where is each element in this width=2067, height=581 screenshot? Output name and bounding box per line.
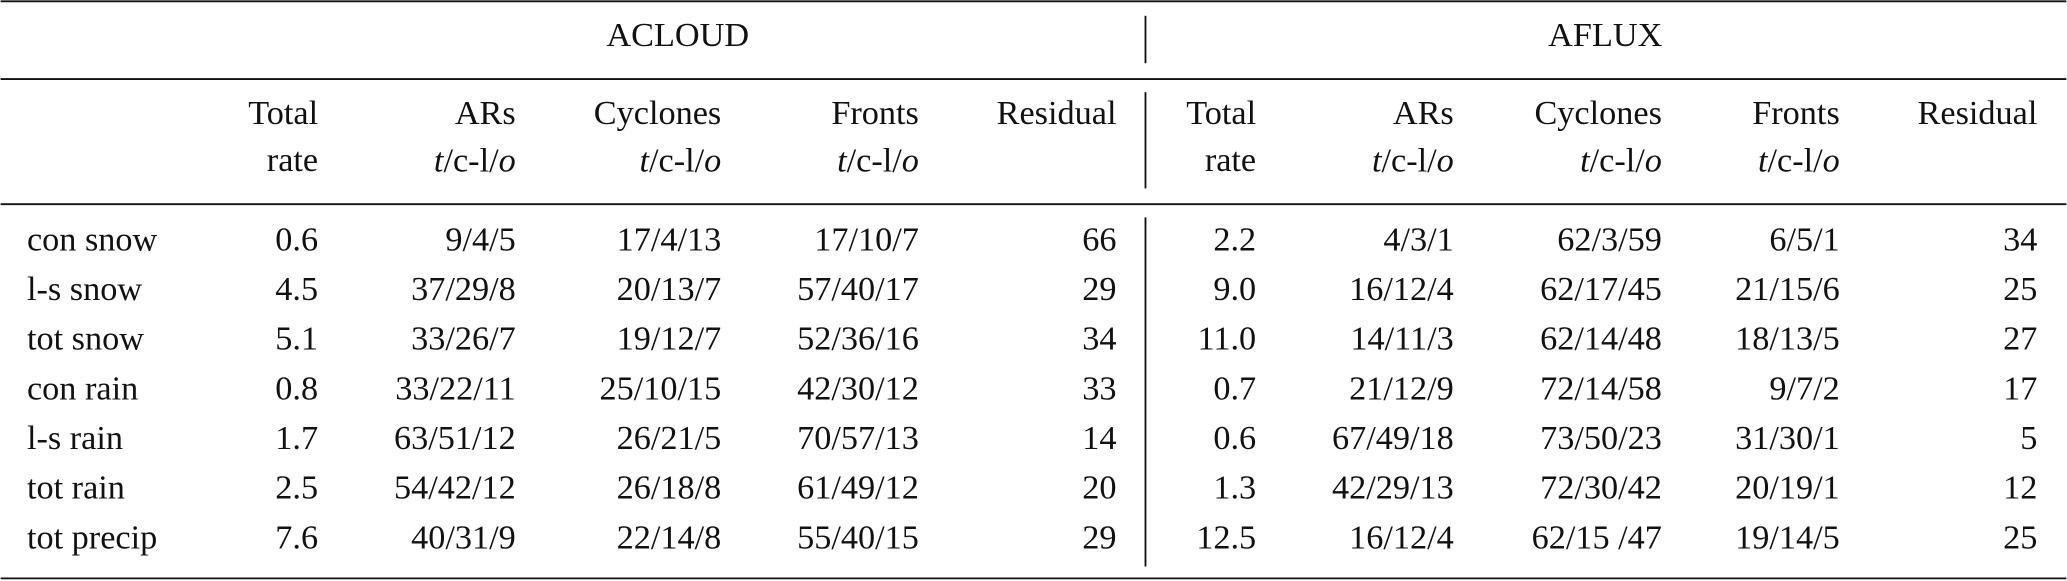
cell: 20/13/7	[617, 270, 722, 308]
cell: 21/15/6	[1735, 270, 1840, 308]
cell: 57/40/17	[797, 270, 919, 308]
cell: 33/22/11	[395, 369, 516, 407]
cell: 33	[1082, 369, 1116, 407]
column-header: Total	[248, 94, 318, 132]
cell: 27	[2003, 320, 2037, 358]
cell: 72/14/58	[1540, 369, 1662, 407]
column-header: Fronts	[831, 94, 919, 132]
cell: 7.6	[275, 518, 318, 556]
cell: 61/49/12	[797, 469, 919, 507]
cell: 4/3/1	[1383, 220, 1453, 258]
column-header: Fronts	[1752, 94, 1840, 132]
column-header: t/c-l/o	[1758, 141, 1840, 179]
column-header: Residual	[997, 94, 1117, 132]
cell: 12	[2003, 469, 2037, 507]
cell: 52/36/16	[797, 320, 919, 358]
row-label: tot precip	[27, 518, 157, 556]
cell: 1.3	[1213, 469, 1256, 507]
cell: 25	[2003, 270, 2037, 308]
cell: 25/10/15	[599, 369, 721, 407]
cell: 19/14/5	[1735, 518, 1840, 556]
cell: 19/12/7	[617, 320, 722, 358]
column-header: Total	[1186, 94, 1256, 132]
cell: 16/12/4	[1349, 518, 1454, 556]
cell: 29	[1082, 518, 1116, 556]
cell: 63/51/12	[394, 419, 516, 457]
column-header: t/c-l/o	[1372, 141, 1454, 179]
cell: 2.5	[275, 469, 318, 507]
cell: 17/10/7	[814, 220, 919, 258]
cell: 17/4/13	[617, 220, 722, 258]
cell: 72/30/42	[1540, 469, 1662, 507]
cell: 6/5/1	[1769, 220, 1839, 258]
cell: 66	[1082, 220, 1116, 258]
cell: 12.5	[1196, 518, 1256, 556]
cell: 62/14/48	[1540, 320, 1662, 358]
cell: 5.1	[275, 320, 318, 358]
cell: 14	[1082, 419, 1116, 457]
cell: 42/30/12	[797, 369, 919, 407]
cell: 40/31/9	[411, 518, 516, 556]
column-header: t/c-l/o	[639, 141, 721, 179]
cell: 26/18/8	[617, 469, 722, 507]
row-label: con snow	[27, 220, 158, 258]
group-header: AFLUX	[1548, 16, 1662, 54]
row-label: tot snow	[27, 320, 144, 358]
column-header: rate	[267, 141, 318, 179]
cell: 0.6	[275, 220, 318, 258]
row-label: l-s snow	[27, 270, 142, 308]
cell: 20/19/1	[1735, 469, 1840, 507]
cell: 34	[1082, 320, 1116, 358]
row-label: tot rain	[27, 469, 125, 507]
cell: 67/49/18	[1332, 419, 1454, 457]
column-header: Cyclones	[594, 94, 721, 132]
cell: 54/42/12	[394, 469, 516, 507]
column-header: t/c-l/o	[434, 141, 516, 179]
cell: 25	[2003, 518, 2037, 556]
column-header: t/c-l/o	[1580, 141, 1662, 179]
cell: 26/21/5	[617, 419, 722, 457]
cell: 9.0	[1213, 270, 1256, 308]
cell: 9/7/2	[1769, 369, 1839, 407]
cell: 0.6	[1213, 419, 1256, 457]
cell: 14/11/3	[1350, 320, 1453, 358]
cell: 1.7	[275, 419, 318, 457]
cell: 62/3/59	[1557, 220, 1662, 258]
cell: 70/57/13	[797, 419, 919, 457]
cell: 55/40/15	[797, 518, 919, 556]
cell: 9/4/5	[445, 220, 515, 258]
column-header: t/c-l/o	[837, 141, 919, 179]
cell: 2.2	[1213, 220, 1256, 258]
column-header: Cyclones	[1534, 94, 1661, 132]
cell: 4.5	[275, 270, 318, 308]
cell: 0.8	[275, 369, 318, 407]
cell: 21/12/9	[1349, 369, 1454, 407]
cell: 31/30/1	[1735, 419, 1840, 457]
cell: 18/13/5	[1735, 320, 1840, 358]
cell: 0.7	[1213, 369, 1256, 407]
cell: 29	[1082, 270, 1116, 308]
cell: 42/29/13	[1332, 469, 1454, 507]
cell: 37/29/8	[411, 270, 516, 308]
cell: 33/26/7	[411, 320, 516, 358]
cell: 11.0	[1197, 320, 1256, 358]
cell: 73/50/23	[1540, 419, 1662, 457]
column-header: rate	[1205, 141, 1256, 179]
cell: 22/14/8	[617, 518, 722, 556]
row-label: l-s rain	[27, 419, 123, 457]
column-header: ARs	[455, 94, 516, 132]
column-header: ARs	[1393, 94, 1454, 132]
cell: 20	[1082, 469, 1116, 507]
cell: 16/12/4	[1349, 270, 1454, 308]
column-header: Residual	[1918, 94, 2038, 132]
cell: 17	[2003, 369, 2037, 407]
cell: 62/17/45	[1540, 270, 1662, 308]
cell: 34	[2003, 220, 2037, 258]
row-label: con rain	[27, 369, 138, 407]
cell: 62/15 /47	[1532, 518, 1662, 556]
cell: 5	[2020, 419, 2037, 457]
group-header: ACLOUD	[606, 16, 749, 54]
